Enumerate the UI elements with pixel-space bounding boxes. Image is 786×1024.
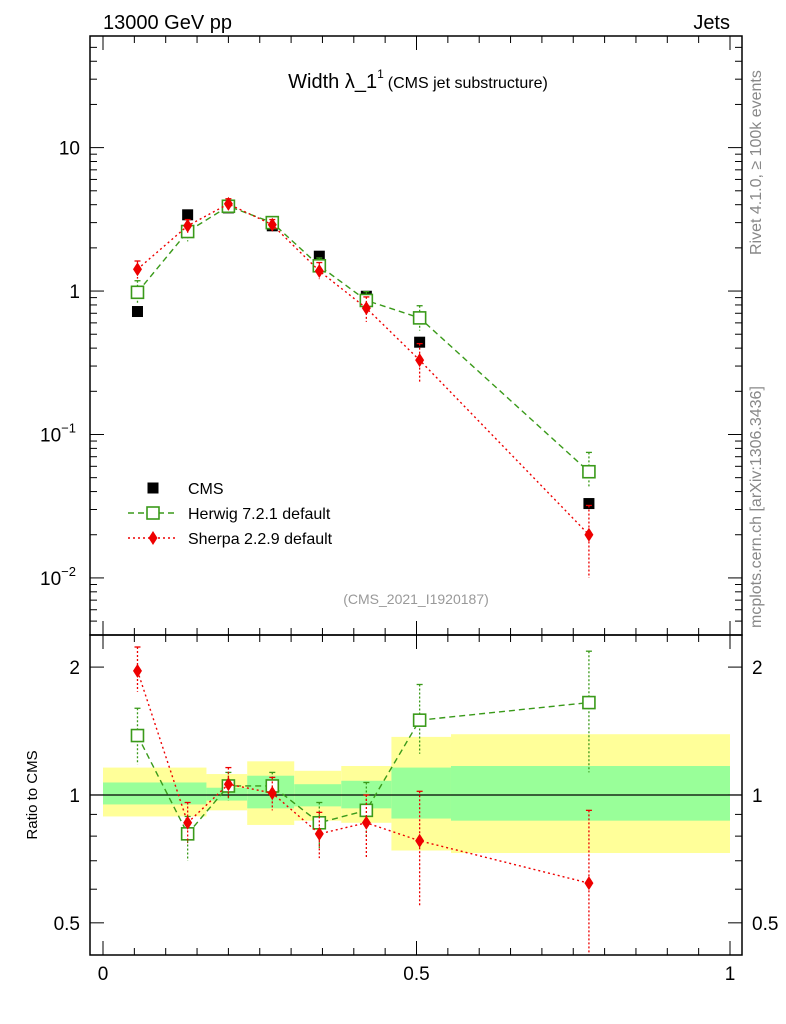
legend-sherpa-marker xyxy=(148,531,158,545)
ratio-band-inner xyxy=(391,767,451,819)
ratio-herwig-point xyxy=(582,695,596,710)
main-herwig-line xyxy=(136,205,590,473)
legend: CMS Herwig 7.2.1 default Sherpa 2.2.9 defa… xyxy=(128,481,333,548)
chart-title-suffix: (CMS jet substructure) xyxy=(388,75,548,92)
main-ytick-label: 10−2 xyxy=(40,564,76,590)
ratio-sherpa-point xyxy=(415,833,425,848)
main-sherpa-point xyxy=(223,196,233,211)
ratio-herwig-line xyxy=(136,701,589,836)
ratio-xtick-label: 0.5 xyxy=(403,964,429,985)
main-sherpa-point xyxy=(183,218,193,233)
main-sherpa-point xyxy=(361,301,371,316)
ratio-sherpa-point xyxy=(223,777,233,792)
main-data-point xyxy=(182,209,194,221)
main-sherpa-point xyxy=(415,353,425,368)
header-right: Jets xyxy=(693,12,730,34)
ratio-herwig-point xyxy=(412,713,427,727)
side-label-mcplots: mcplots.cern.ch [arXiv:1306.3436] xyxy=(748,386,765,628)
ratio-sherpa-point xyxy=(267,786,277,801)
main-sherpa-point xyxy=(267,217,277,232)
main-ytick-label: 1 xyxy=(69,282,80,303)
main-data-point xyxy=(313,250,325,262)
legend-data-label: CMS xyxy=(188,481,224,498)
ratio-xtick-label: 1 xyxy=(725,964,736,985)
ratio-ticks: 2 2 1 1 0.5 0.5 0 0.5 1 xyxy=(54,635,778,985)
ratio-herwig-point xyxy=(359,803,374,818)
ratio-sherpa-point xyxy=(584,876,594,891)
main-ytick-label: 10−1 xyxy=(40,420,76,446)
legend-data-marker xyxy=(147,482,159,494)
chart-title-main: Width λ_1 xyxy=(288,71,377,93)
ratio-ytick-label-left: 1 xyxy=(69,786,80,807)
legend-herwig-marker xyxy=(146,506,160,520)
ratio-sherpa-point xyxy=(183,815,193,830)
main-ticks: 10 1 10−1 10−2 xyxy=(40,35,742,636)
ratio-ytick-label-right: 2 xyxy=(752,658,763,679)
chart-title: Width λ_11 (CMS jet substructure) xyxy=(288,67,548,93)
main-herwig-point xyxy=(412,311,427,325)
ratio-bands xyxy=(103,734,730,854)
ratio-ylabel: Ratio to CMS xyxy=(24,750,41,839)
ratio-xtick-label: 0 xyxy=(98,964,109,985)
main-sherpa-point xyxy=(132,262,142,277)
ratio-ytick-label-left: 2 xyxy=(69,658,80,679)
main-data-point xyxy=(131,306,143,318)
ratio-ytick-label-left: 0.5 xyxy=(54,914,80,935)
ratio-ytick-label-right: 0.5 xyxy=(752,914,778,935)
main-herwig-point xyxy=(130,285,145,300)
ratio-band-inner xyxy=(103,782,207,805)
ratio-marks xyxy=(130,646,596,955)
watermark: (CMS_2021_I1920187) xyxy=(343,591,489,607)
ratio-panel: 2 2 1 1 0.5 0.5 0 0.5 1 Ratio to CMS xyxy=(24,634,778,985)
main-marks xyxy=(130,196,596,578)
ratio-sherpa-point xyxy=(361,815,371,830)
main-data-point xyxy=(583,498,595,510)
header-left: 13000 GeV pp xyxy=(103,12,232,34)
main-sherpa-point xyxy=(584,527,594,542)
legend-sherpa-label: Sherpa 2.2.9 default xyxy=(188,531,333,548)
ratio-sherpa-point xyxy=(314,826,324,841)
ratio-band-inner xyxy=(450,765,730,821)
ratio-ytick-label-right: 1 xyxy=(752,786,763,807)
main-herwig-point xyxy=(582,464,596,479)
chart-title-sup: 1 xyxy=(377,67,384,81)
side-label-rivet: Rivet 4.1.0, ≥ 100k events xyxy=(748,70,765,255)
main-data-point xyxy=(414,336,426,348)
main-sherpa-point xyxy=(314,263,324,278)
ratio-herwig-point xyxy=(130,728,145,743)
ratio-band-inner xyxy=(206,787,248,801)
main-ytick-label: 10 xyxy=(59,139,80,160)
legend-herwig-label: Herwig 7.2.1 default xyxy=(188,506,331,523)
ratio-sherpa-point xyxy=(132,663,142,678)
